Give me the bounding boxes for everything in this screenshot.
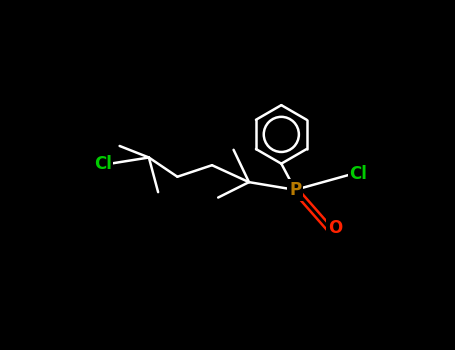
Text: Cl: Cl: [349, 166, 367, 183]
Text: P: P: [289, 181, 301, 199]
Text: O: O: [328, 219, 342, 237]
Text: Cl: Cl: [94, 155, 111, 173]
